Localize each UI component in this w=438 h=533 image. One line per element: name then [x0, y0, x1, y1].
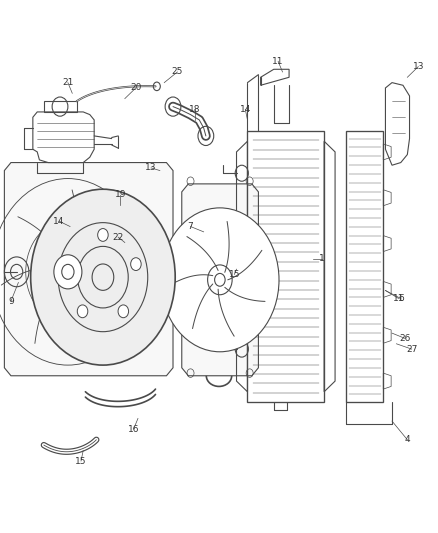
Text: 19: 19 [115, 190, 126, 199]
Text: 20: 20 [130, 84, 141, 92]
Circle shape [118, 305, 129, 318]
Text: 11: 11 [272, 57, 284, 66]
Text: 21: 21 [62, 78, 74, 87]
Circle shape [65, 258, 75, 271]
Circle shape [77, 305, 88, 318]
Text: 18: 18 [189, 105, 201, 114]
Text: 13: 13 [413, 62, 424, 71]
Text: 14: 14 [240, 105, 251, 114]
Text: 13: 13 [145, 164, 157, 172]
Circle shape [161, 208, 279, 352]
Text: 4: 4 [405, 435, 410, 444]
Text: 27: 27 [406, 345, 417, 353]
Text: 22: 22 [113, 233, 124, 241]
Text: 6: 6 [398, 294, 404, 303]
Circle shape [131, 258, 141, 271]
Text: 15: 15 [75, 457, 87, 465]
Text: 7: 7 [187, 222, 194, 231]
Text: 9: 9 [8, 297, 14, 305]
Circle shape [31, 189, 175, 365]
Circle shape [54, 255, 82, 289]
Text: 15: 15 [229, 270, 240, 279]
Circle shape [98, 229, 108, 241]
Polygon shape [4, 163, 173, 376]
Text: 26: 26 [399, 334, 411, 343]
Text: 16: 16 [128, 425, 139, 433]
Text: 14: 14 [53, 217, 65, 225]
Text: 1: 1 [319, 254, 325, 263]
Polygon shape [182, 184, 258, 376]
Text: 11: 11 [393, 294, 404, 303]
Text: 25: 25 [172, 68, 183, 76]
